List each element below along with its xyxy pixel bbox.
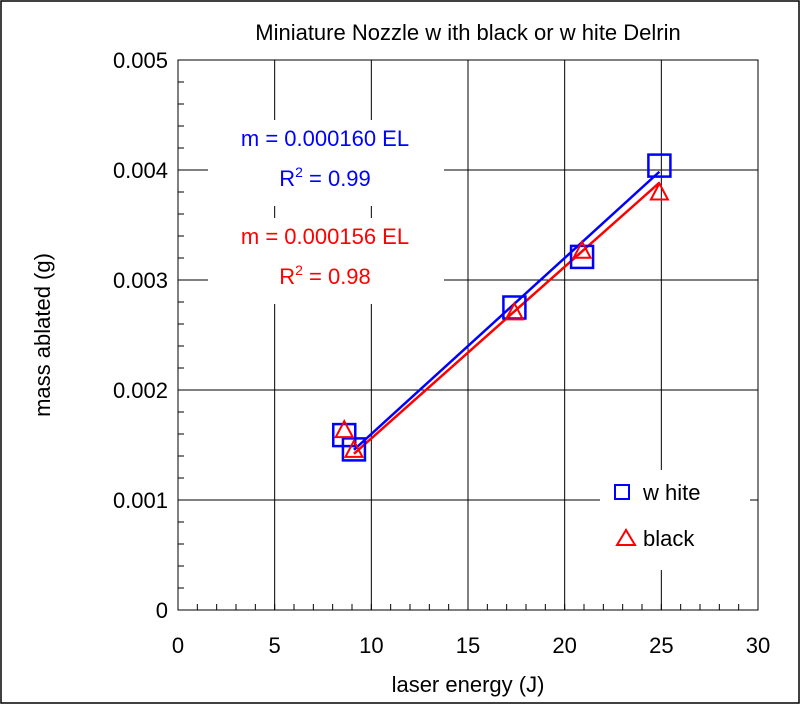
fit-annotations: m = 0.000160 EL R2 = 0.99 m = 0.000156 EL R… (208, 120, 444, 304)
triangle-marker (334, 418, 355, 439)
legend-label: w hite (642, 480, 700, 505)
annotation-slope: m = 0.000160 EL (241, 126, 409, 151)
triangle-marker (649, 181, 670, 201)
y-tick-label: 0.001 (113, 488, 168, 513)
y-tick-label: 0.004 (113, 158, 168, 183)
x-tick-label: 5 (269, 633, 281, 658)
y-tick-label: 0.002 (113, 378, 168, 403)
x-tick-label: 0 (172, 633, 184, 658)
x-tick-label: 30 (746, 633, 770, 658)
annotation-r2: R2 = 0.99 (279, 164, 371, 191)
legend-square-icon (614, 484, 630, 500)
square-marker (341, 437, 367, 462)
y-axis-label: mass ablated (g) (30, 253, 55, 417)
annotation-slope: m = 0.000156 EL (241, 224, 409, 249)
legend-triangle-icon (615, 528, 637, 546)
y-tick-label: 0.003 (113, 268, 168, 293)
annotation-r2: R2 = 0.98 (279, 262, 371, 289)
chart-title: Miniature Nozzle w ith black or w hite D… (255, 20, 681, 45)
x-tick-label: 20 (552, 633, 576, 658)
x-axis-label: laser energy (J) (392, 672, 545, 697)
legend: w hite black (600, 470, 750, 570)
x-tick-label: 25 (649, 633, 673, 658)
annotation-background (208, 218, 444, 304)
axes: 0 5 10 15 20 25 30 0 0.001 0.002 0.003 0.004 0.005 (113, 48, 770, 658)
square-marker (569, 244, 595, 270)
legend-background (600, 470, 750, 570)
triangle-marker (504, 301, 525, 321)
square-marker (332, 422, 357, 448)
y-tick-label: 0 (156, 598, 168, 623)
triangle-marker (571, 239, 593, 259)
data-markers (332, 153, 672, 462)
x-tick-label: 15 (456, 633, 480, 658)
annotation-background (208, 120, 444, 206)
y-tick-label: 0.005 (113, 48, 168, 73)
triangle-marker (343, 438, 365, 458)
square-marker (647, 153, 672, 178)
legend-label: black (643, 526, 695, 551)
fit-line-white (353, 170, 661, 451)
x-tick-label: 10 (359, 633, 383, 658)
